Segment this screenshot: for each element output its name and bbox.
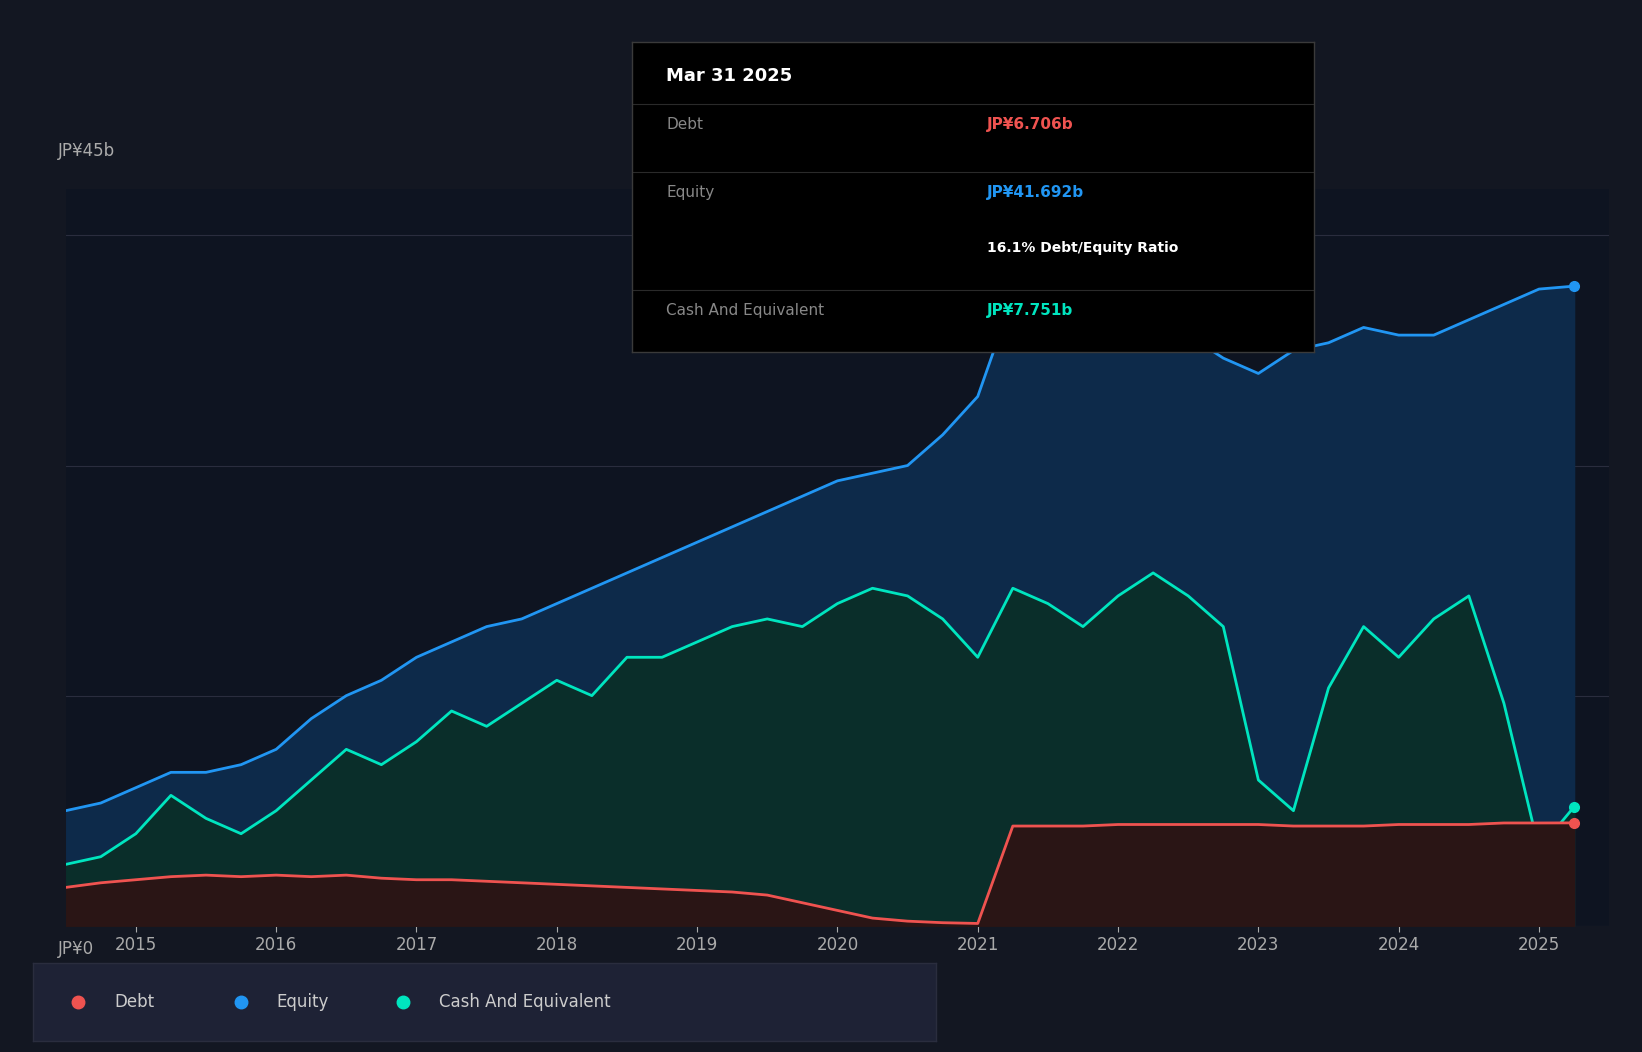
Text: Cash And Equivalent: Cash And Equivalent bbox=[667, 303, 824, 318]
Text: Debt: Debt bbox=[115, 993, 154, 1011]
Text: Equity: Equity bbox=[277, 993, 328, 1011]
Text: Equity: Equity bbox=[667, 185, 714, 200]
Text: JP¥45b: JP¥45b bbox=[57, 142, 115, 160]
Text: JP¥41.692b: JP¥41.692b bbox=[987, 185, 1084, 200]
Text: JP¥0: JP¥0 bbox=[57, 940, 94, 958]
Text: Cash And Equivalent: Cash And Equivalent bbox=[440, 993, 611, 1011]
Text: 16.1% Debt/Equity Ratio: 16.1% Debt/Equity Ratio bbox=[987, 241, 1177, 255]
Text: JP¥7.751b: JP¥7.751b bbox=[987, 303, 1072, 318]
Text: Mar 31 2025: Mar 31 2025 bbox=[667, 67, 793, 85]
Text: JP¥6.706b: JP¥6.706b bbox=[987, 117, 1074, 132]
Text: Debt: Debt bbox=[667, 117, 703, 132]
